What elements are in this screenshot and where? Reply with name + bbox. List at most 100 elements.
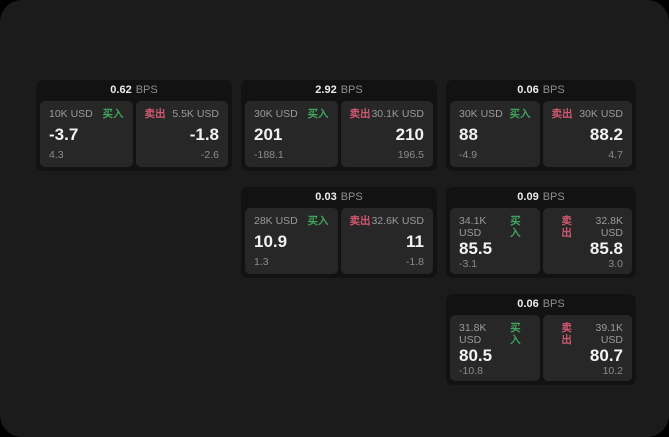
sell-tile-top: 卖出 5.5K USD (145, 108, 220, 120)
buy-amount: 10K USD (49, 108, 93, 120)
sell-price: 11 (406, 232, 424, 251)
buy-tile-top: 28K USD 买入 (254, 215, 329, 227)
buy-price: 85.5 (459, 239, 493, 258)
bps-value: 0.06 (517, 298, 539, 310)
sell-amount: 39.1K USD (595, 322, 623, 346)
buy-tile[interactable]: 34.1K USD 买入 85.5 -3.1 (450, 208, 540, 274)
bps-value: 0.03 (315, 191, 337, 203)
buy-tile-top: 10K USD 买入 (49, 108, 124, 120)
quote-card-body: 34.1K USD 买入 85.5 -3.1 卖出 32.8K USD 85.8… (450, 208, 632, 274)
sell-sub-value: -1.8 (405, 256, 424, 268)
buy-price: 88 (459, 125, 478, 144)
sell-amount: 32.6K USD (371, 215, 424, 227)
sell-price: 88.2 (589, 125, 623, 144)
bps-header: 0.03 BPS (245, 187, 433, 208)
quote-card-body: 30K USD 买入 88 -4.9 卖出 30K USD 88.2 4.7 (450, 101, 632, 167)
sell-price: 210 (395, 125, 424, 144)
sell-tile-top: 卖出 32.6K USD (350, 215, 425, 227)
sell-tile-top: 卖出 30.1K USD (350, 108, 425, 120)
sell-label: 卖出 (561, 322, 572, 346)
buy-tile[interactable]: 30K USD 买入 88 -4.9 (450, 101, 540, 167)
quote-card: 0.09 BPS 34.1K USD 买入 85.5 -3.1 卖出 32.8K… (446, 187, 636, 278)
sell-sub-value: 4.7 (608, 149, 623, 161)
buy-tile-top: 30K USD 买入 (254, 108, 329, 120)
buy-label: 买入 (510, 322, 521, 346)
sell-tile[interactable]: 卖出 32.8K USD 85.8 3.0 (542, 208, 632, 274)
sell-tile-top: 卖出 39.1K USD (552, 322, 623, 346)
quote-card: 2.92 BPS 30K USD 买入 201 -188.1 卖出 30.1K … (241, 80, 437, 171)
buy-tile-top: 30K USD 买入 (459, 108, 531, 120)
buy-price: 10.9 (254, 232, 288, 251)
sell-tile-top: 卖出 32.8K USD (552, 215, 623, 239)
quote-card-body: 28K USD 买入 10.9 1.3 卖出 32.6K USD 11 -1.8 (245, 208, 433, 274)
sell-amount: 30K USD (579, 108, 623, 120)
buy-sub-value: 4.3 (49, 149, 64, 161)
bps-unit-label: BPS (135, 84, 158, 96)
buy-amount: 30K USD (254, 108, 298, 120)
buy-price: -3.7 (49, 125, 79, 144)
bps-value: 0.62 (110, 84, 132, 96)
buy-label: 买入 (509, 108, 531, 120)
buy-amount: 28K USD (254, 215, 298, 227)
buy-sub-value: -188.1 (254, 149, 284, 161)
buy-price: 80.5 (459, 346, 493, 365)
buy-label: 买入 (307, 215, 329, 227)
quote-card: 0.06 BPS 30K USD 买入 88 -4.9 卖出 30K USD 8… (446, 80, 636, 171)
bps-header: 0.06 BPS (450, 294, 632, 315)
buy-tile-top: 34.1K USD 买入 (459, 215, 531, 239)
sell-price: -1.8 (189, 125, 219, 144)
bps-header: 0.62 BPS (40, 80, 228, 101)
sell-tile[interactable]: 卖出 30.1K USD 210 196.5 (340, 101, 433, 167)
buy-sub-value: 1.3 (254, 256, 269, 268)
buy-label: 买入 (510, 215, 521, 239)
bps-value: 2.92 (315, 84, 337, 96)
sell-tile[interactable]: 卖出 32.6K USD 11 -1.8 (340, 208, 433, 274)
bps-header: 2.92 BPS (245, 80, 433, 101)
bps-unit-label: BPS (340, 84, 363, 96)
sell-sub-value: 196.5 (397, 149, 424, 161)
buy-amount: 31.8K USD (459, 322, 487, 346)
bps-unit-label: BPS (542, 191, 565, 203)
sell-tile[interactable]: 卖出 30K USD 88.2 4.7 (542, 101, 632, 167)
bps-header: 0.09 BPS (450, 187, 632, 208)
bps-value: 0.06 (517, 84, 539, 96)
quote-card-body: 31.8K USD 买入 80.5 -10.8 卖出 39.1K USD 80.… (450, 315, 632, 381)
sell-tile[interactable]: 卖出 39.1K USD 80.7 10.2 (542, 315, 632, 381)
sell-price: 80.7 (589, 346, 623, 365)
bps-value: 0.09 (517, 191, 539, 203)
sell-sub-value: 10.2 (602, 365, 623, 377)
sell-amount: 32.8K USD (595, 215, 623, 239)
quote-card: 0.62 BPS 10K USD 买入 -3.7 4.3 卖出 5.5K USD… (36, 80, 232, 171)
buy-label: 买入 (102, 108, 124, 120)
buy-amount: 30K USD (459, 108, 503, 120)
sell-label: 卖出 (144, 108, 166, 120)
buy-price: 201 (254, 125, 283, 144)
buy-sub-value: -4.9 (459, 149, 478, 161)
sell-tile-top: 卖出 30K USD (552, 108, 624, 120)
bps-unit-label: BPS (542, 298, 565, 310)
sell-label: 卖出 (561, 215, 572, 239)
buy-tile[interactable]: 30K USD 买入 201 -188.1 (245, 101, 338, 167)
sell-label: 卖出 (349, 108, 371, 120)
buy-label: 买入 (307, 108, 329, 120)
quote-card-grid: 0.62 BPS 10K USD 买入 -3.7 4.3 卖出 5.5K USD… (36, 80, 636, 385)
sell-amount: 30.1K USD (371, 108, 424, 120)
buy-tile[interactable]: 31.8K USD 买入 80.5 -10.8 (450, 315, 540, 381)
sell-sub-value: 3.0 (608, 258, 623, 270)
bps-unit-label: BPS (340, 191, 363, 203)
bps-header: 0.06 BPS (450, 80, 632, 101)
sell-tile[interactable]: 卖出 5.5K USD -1.8 -2.6 (135, 101, 228, 167)
sell-amount: 5.5K USD (172, 108, 219, 120)
sell-label: 卖出 (349, 215, 371, 227)
sell-label: 卖出 (551, 108, 573, 120)
buy-tile[interactable]: 28K USD 买入 10.9 1.3 (245, 208, 338, 274)
buy-tile-top: 31.8K USD 买入 (459, 322, 531, 346)
quote-card: 0.03 BPS 28K USD 买入 10.9 1.3 卖出 32.6K US… (241, 187, 437, 278)
quote-card-body: 10K USD 买入 -3.7 4.3 卖出 5.5K USD -1.8 -2.… (40, 101, 228, 167)
buy-sub-value: -10.8 (459, 365, 483, 377)
quote-card-body: 30K USD 买入 201 -188.1 卖出 30.1K USD 210 1… (245, 101, 433, 167)
buy-tile[interactable]: 10K USD 买入 -3.7 4.3 (40, 101, 133, 167)
sell-sub-value: -2.6 (200, 149, 219, 161)
sell-price: 85.8 (589, 239, 623, 258)
